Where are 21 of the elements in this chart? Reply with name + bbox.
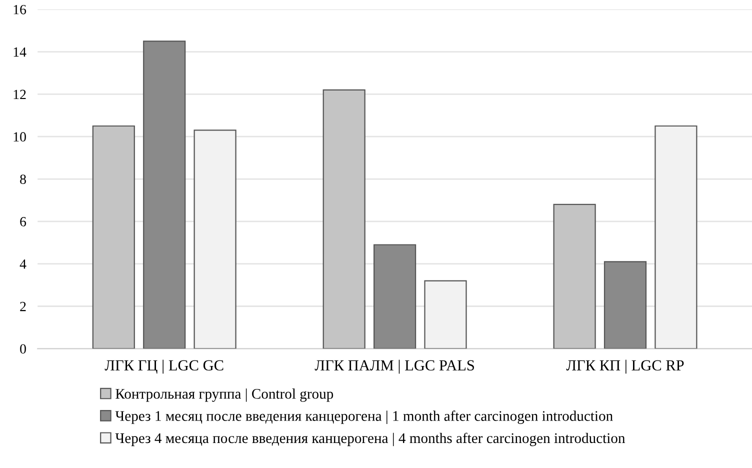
y-tick-label: 2 — [20, 302, 26, 312]
y-tick-label: 6 — [20, 217, 26, 226]
y-tick-label: 16 — [14, 4, 26, 14]
legend-label: Через 4 месяца после введения канцерогена | 4 months after carcinogen introduction — [115, 432, 626, 446]
bar — [424, 280, 467, 349]
x-tick-label: ЛГК ГЦ | LGC GC — [104, 360, 224, 374]
legend-label: Через 1 месяц после введения канцерогена | 1 month after carcinogen introduction — [115, 410, 613, 424]
x-tick-label: ЛГК ПАЛМ | LGC PALS — [314, 360, 474, 374]
y-tick-label: 12 — [14, 90, 26, 100]
bar — [654, 125, 698, 349]
y-tick-label: 10 — [14, 132, 26, 142]
bar — [374, 244, 416, 349]
y-tick-label: 0 — [20, 344, 26, 354]
y-tick-label: 8 — [20, 174, 26, 184]
y-tick-label: 14 — [14, 47, 26, 57]
x-tick-label: ЛГК КП | LGC RP — [566, 360, 684, 374]
bar — [143, 40, 186, 349]
bar — [194, 130, 236, 349]
bar — [604, 261, 647, 349]
legend-label: Контрольная группа | Control group — [116, 388, 334, 402]
y-tick-label: 4 — [20, 260, 26, 269]
